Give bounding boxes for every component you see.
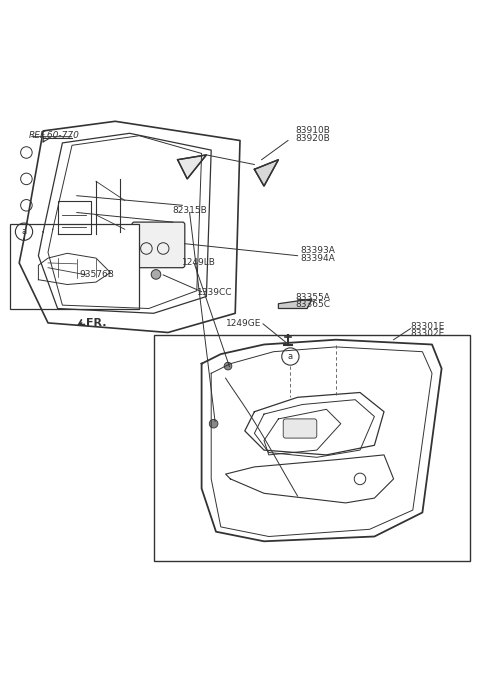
Text: 82315B: 82315B [173,205,207,214]
Text: FR.: FR. [86,318,107,328]
Text: 1249LB: 1249LB [182,258,216,267]
Polygon shape [278,299,312,309]
Bar [154,335,470,560]
Text: 83355A: 83355A [295,293,330,302]
Circle shape [224,362,232,370]
Text: REF.60-770: REF.60-770 [29,131,80,140]
Text: 83301E: 83301E [410,322,445,331]
Text: 93576B: 93576B [79,270,114,280]
Text: 83302E: 83302E [410,329,444,338]
Circle shape [151,269,161,279]
Text: 83910B: 83910B [295,126,330,136]
Text: 1249GE: 1249GE [226,320,262,329]
Text: 83393A: 83393A [300,247,335,256]
FancyBboxPatch shape [132,222,185,268]
Text: 83394A: 83394A [300,254,335,263]
Circle shape [209,420,218,428]
Bar [10,225,139,309]
Text: a: a [22,227,26,236]
Polygon shape [254,160,278,186]
Polygon shape [178,155,206,179]
Text: 83920B: 83920B [295,134,330,143]
Text: 1339CC: 1339CC [197,288,232,297]
FancyBboxPatch shape [283,419,317,438]
Text: 83365C: 83365C [295,300,330,309]
Text: a: a [288,352,293,361]
